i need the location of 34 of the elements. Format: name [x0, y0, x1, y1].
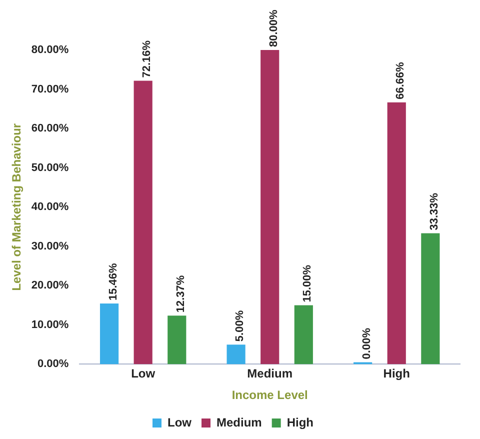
data-label: 33.33% — [428, 192, 440, 230]
legend-label: High — [286, 415, 314, 430]
x-tick-label: Low — [131, 366, 156, 381]
y-axis-title: Level of Marketing Behaviour — [10, 123, 24, 291]
bar — [387, 102, 406, 364]
data-label: 15.46% — [107, 262, 120, 300]
y-tick-label: 80.00% — [31, 44, 69, 56]
bar — [294, 305, 313, 364]
x-axis-title: Income Level — [232, 388, 308, 402]
data-label: 80.00% — [268, 9, 280, 47]
legend-label: Low — [168, 415, 192, 430]
bar — [100, 303, 119, 364]
data-label: 0.00% — [360, 328, 373, 360]
y-tick-label: 40.00% — [31, 201, 69, 214]
bar — [226, 344, 246, 364]
x-tick-label: High — [383, 366, 410, 381]
y-tick-label: 10.00% — [31, 318, 69, 331]
y-tick-label: 30.00% — [31, 240, 69, 252]
data-label: 5.00% — [234, 310, 246, 342]
x-tick-label: Medium — [247, 366, 293, 381]
y-tick-label: 50.00% — [31, 162, 69, 174]
data-label: 66.66% — [394, 62, 407, 100]
y-tick-label: 70.00% — [31, 83, 69, 96]
bar — [134, 80, 152, 364]
legend-label: Medium — [216, 415, 262, 430]
y-tick-label: 0.00% — [38, 358, 69, 370]
y-tick-label: 20.00% — [31, 280, 69, 292]
bar — [421, 233, 440, 364]
data-label: 12.37% — [174, 275, 187, 313]
data-label: 15.00% — [302, 264, 314, 302]
y-tick-label: 60.00% — [31, 122, 69, 135]
data-label: 72.16% — [141, 40, 154, 78]
bar — [260, 50, 280, 364]
bar — [168, 316, 186, 364]
